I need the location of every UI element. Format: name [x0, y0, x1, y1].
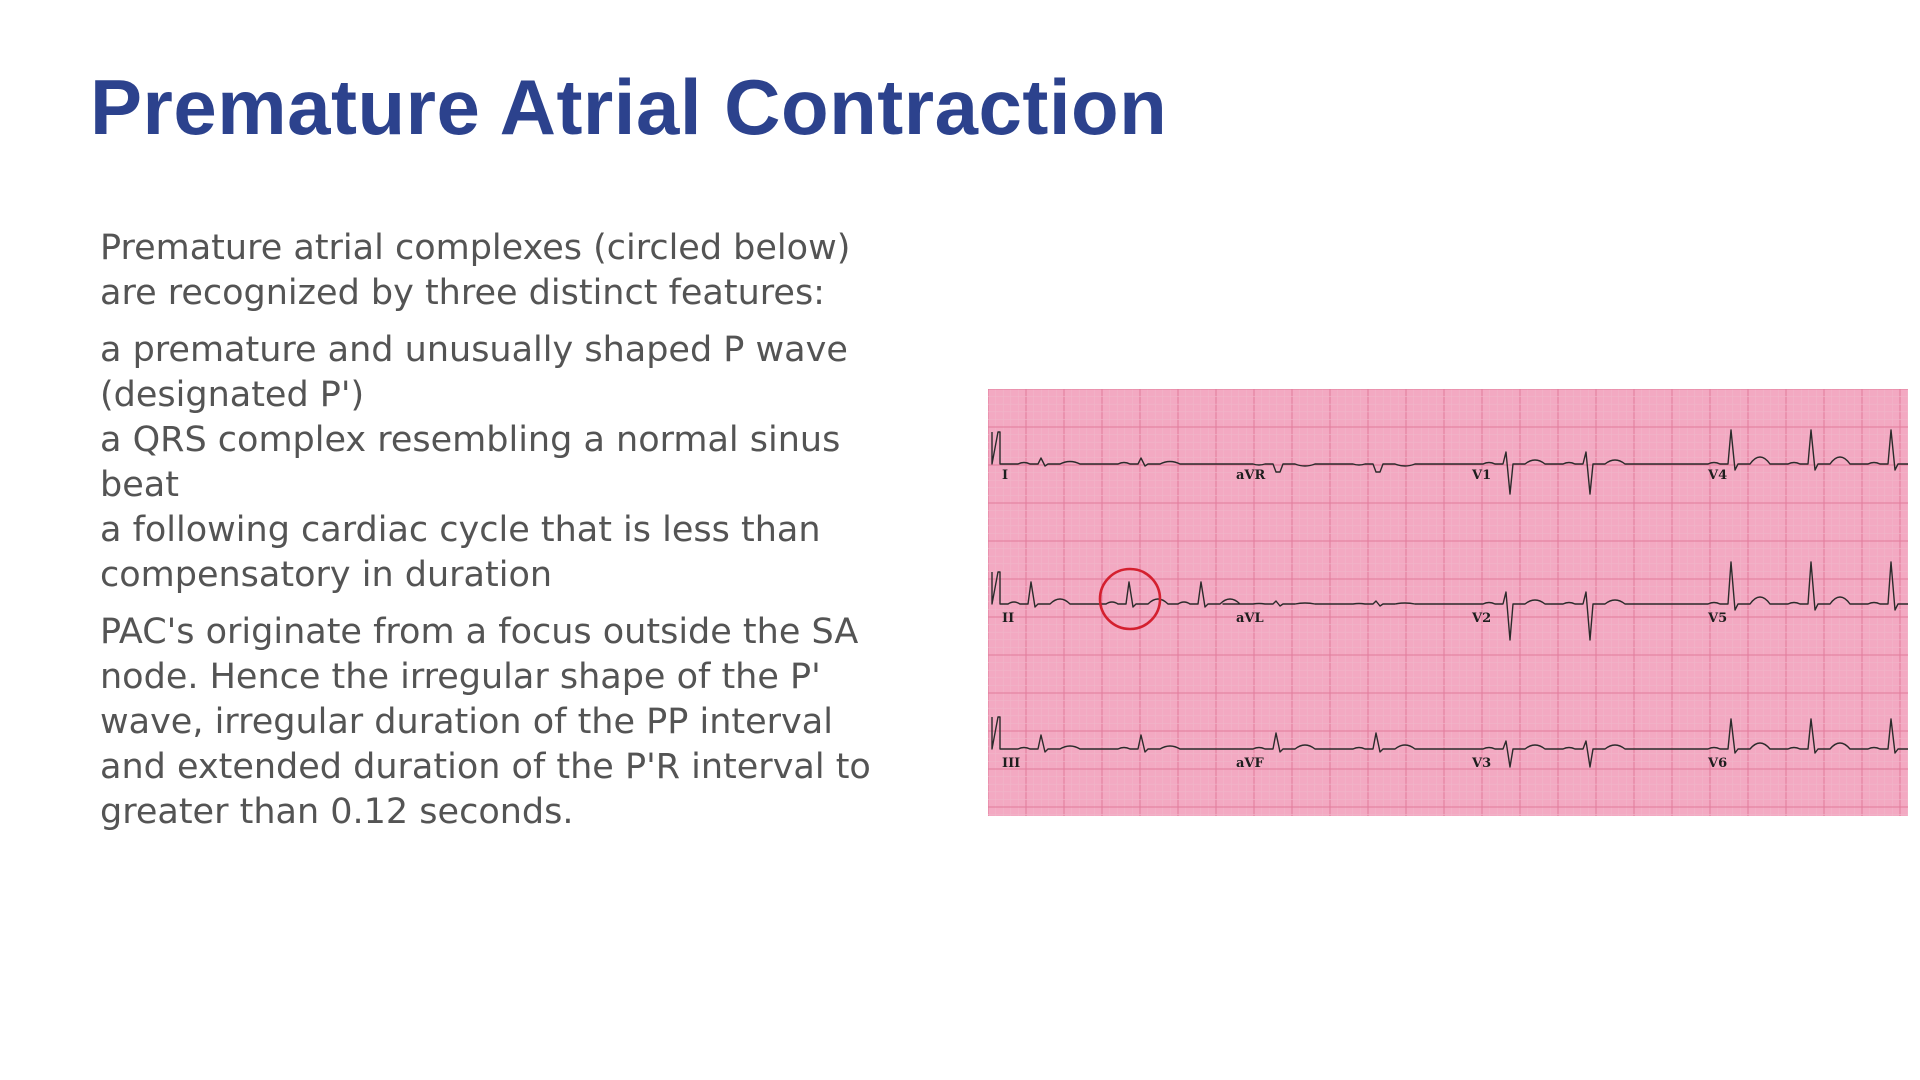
- ecg-grid: [988, 389, 1908, 816]
- slide-title: Premature Atrial Contraction: [90, 63, 1168, 151]
- explanation-line: and extended duration of the P'R interva…: [100, 747, 871, 787]
- explanation-line: greater than 0.12 seconds.: [100, 792, 574, 832]
- ecg-traces: [991, 429, 1908, 768]
- feature-line: compensatory in duration: [100, 555, 553, 595]
- lead-label: aVF: [1236, 756, 1265, 771]
- explanation-line: wave, irregular duration of the PP inter…: [100, 702, 833, 742]
- ecg-trace: [991, 429, 1908, 495]
- explanation-paragraph: PAC's originate from a focus outside the…: [100, 610, 940, 835]
- lead-label: V4: [1707, 468, 1727, 483]
- explanation-line: node. Hence the irregular shape of the P…: [100, 657, 821, 697]
- explanation-line: PAC's originate from a focus outside the…: [100, 612, 859, 652]
- lead-label: V2: [1471, 611, 1491, 626]
- ecg-trace: [991, 561, 1908, 641]
- intro-line: are recognized by three distinct feature…: [100, 273, 825, 313]
- lead-label: V5: [1707, 611, 1727, 626]
- feature-line: a premature and unusually shaped P wave: [100, 330, 848, 370]
- feature-line: beat: [100, 465, 179, 505]
- lead-label: V3: [1471, 756, 1491, 771]
- intro-paragraph: Premature atrial complexes (circled belo…: [100, 226, 940, 316]
- lead-label: III: [1002, 756, 1020, 771]
- lead-label: aVL: [1236, 611, 1264, 626]
- lead-label: V1: [1471, 468, 1491, 483]
- body-text: Premature atrial complexes (circled belo…: [100, 226, 940, 847]
- ecg-trace: [991, 716, 1908, 768]
- lead-label: aVR: [1236, 468, 1266, 483]
- lead-label: I: [1002, 468, 1008, 483]
- ecg-lead-labels: I aVR V1 V4 II aVL V2 V5 III aVF V3 V6: [1002, 468, 1727, 771]
- feature-line: a QRS complex resembling a normal sinus: [100, 420, 841, 460]
- lead-label: II: [1002, 611, 1014, 626]
- feature-line: (designated P'): [100, 375, 365, 415]
- pac-highlight-circle: [1098, 567, 1162, 631]
- ecg-strip-image: I aVR V1 V4 II aVL V2 V5 III aVF V3 V6: [988, 389, 1908, 816]
- ecg-chart: I aVR V1 V4 II aVL V2 V5 III aVF V3 V6: [988, 389, 1908, 816]
- lead-label: V6: [1707, 756, 1727, 771]
- feature-line: a following cardiac cycle that is less t…: [100, 510, 821, 550]
- feature-list: a premature and unusually shaped P wave …: [100, 328, 940, 598]
- intro-line: Premature atrial complexes (circled belo…: [100, 228, 851, 268]
